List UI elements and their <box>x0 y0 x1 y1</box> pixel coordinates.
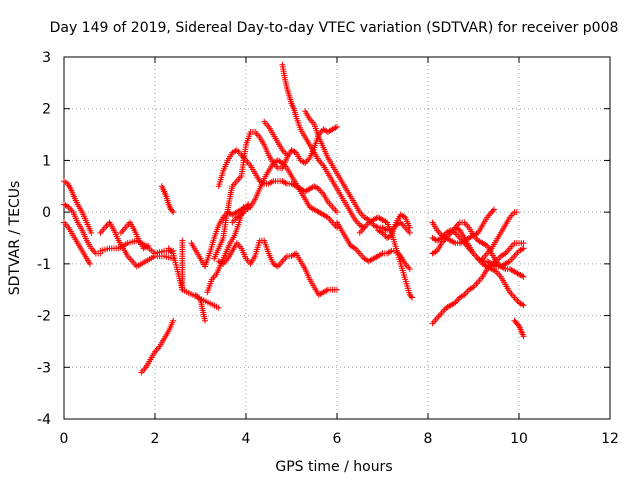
x-tick-label: 8 <box>424 431 433 447</box>
data-point <box>490 206 497 213</box>
x-tick-labels: 0 2 4 6 8 10 12 <box>60 431 619 447</box>
data-point <box>170 209 177 216</box>
x-tick-label: 2 <box>151 431 160 447</box>
data-point <box>514 321 521 328</box>
series-track-14 <box>215 147 340 216</box>
data-point <box>520 333 527 340</box>
data-point <box>86 260 93 267</box>
data-point <box>406 224 413 231</box>
y-tick-label: -4 <box>37 412 51 428</box>
series-track-7 <box>138 317 177 376</box>
series-track-23 <box>429 240 527 327</box>
data-point <box>520 245 527 252</box>
data-point <box>407 293 414 300</box>
y-tick-label: -2 <box>37 309 51 325</box>
data-point <box>520 240 527 247</box>
data-point <box>406 266 413 273</box>
data-point <box>520 302 527 309</box>
series-track-1 <box>61 178 95 236</box>
data-point <box>169 207 176 214</box>
y-tick-label: -1 <box>37 257 51 273</box>
data-point <box>145 242 152 249</box>
y-tick-label: 3 <box>42 50 51 66</box>
data-point <box>88 229 95 236</box>
y-tick-label: -3 <box>37 360 51 376</box>
series-track-29 <box>511 317 527 340</box>
data-point <box>202 317 209 324</box>
series-track-16 <box>229 157 340 231</box>
series-track-22 <box>374 211 413 241</box>
series-track-17 <box>261 118 290 159</box>
series-track-2 <box>61 201 104 257</box>
series-track-27 <box>452 219 527 280</box>
x-tick-label: 12 <box>601 431 619 447</box>
data-point <box>409 294 416 301</box>
series-track-30 <box>165 245 222 311</box>
y-tick-label: 2 <box>42 102 51 118</box>
series-track-20 <box>334 219 413 273</box>
series-track-15 <box>215 237 340 298</box>
data-point <box>283 152 290 159</box>
data-markers <box>61 61 527 376</box>
data-point <box>489 207 496 214</box>
data-point <box>334 286 340 293</box>
series-track-3 <box>61 219 93 267</box>
data-point <box>406 229 413 236</box>
series-track-28 <box>479 209 520 262</box>
data-point <box>520 273 527 280</box>
series-track-12 <box>204 203 247 296</box>
series-track-19 <box>302 108 413 236</box>
x-tick-label: 0 <box>60 431 69 447</box>
x-tick-label: 4 <box>242 431 251 447</box>
y-tick-label: 0 <box>42 205 51 221</box>
x-tick-label: 6 <box>333 431 342 447</box>
data-point <box>334 209 340 216</box>
y-tick-label: 1 <box>42 153 51 169</box>
series-track-8 <box>158 183 177 216</box>
x-tick-label: 10 <box>510 431 528 447</box>
data-point <box>215 304 222 311</box>
series-track-18 <box>279 61 368 231</box>
series-track-6 <box>117 219 152 252</box>
y-axis-label: SDTVAR / TECUs <box>7 181 23 296</box>
data-point <box>513 209 520 216</box>
x-axis-label: GPS time / hours <box>275 459 392 475</box>
y-tick-labels: -4 -3 -2 -1 0 1 2 3 <box>37 50 51 428</box>
chart-title: Day 149 of 2019, Sidereal Day-to-day VTE… <box>50 20 619 36</box>
series-track-5 <box>97 219 177 270</box>
axis-ticks <box>63 56 611 420</box>
data-point <box>334 123 340 130</box>
data-point <box>170 317 177 324</box>
